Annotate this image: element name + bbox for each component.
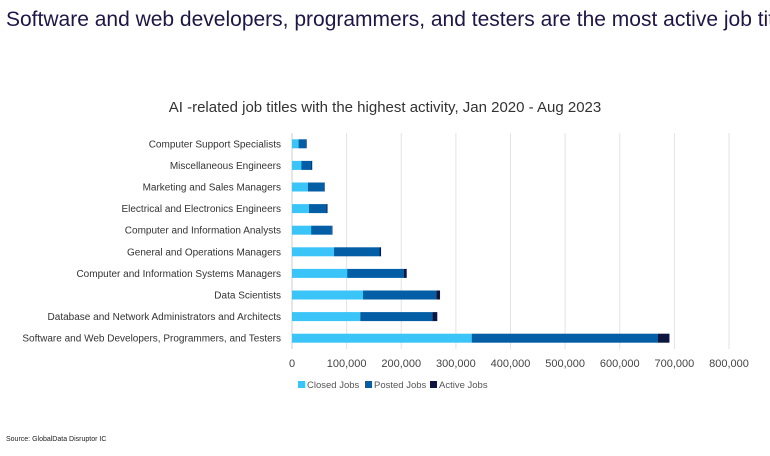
legend-swatch bbox=[430, 381, 437, 388]
bar-closed-jobs bbox=[292, 268, 348, 278]
bar-active-jobs bbox=[657, 333, 670, 343]
x-tick-label: 100,000 bbox=[327, 358, 367, 370]
bar-posted-jobs bbox=[298, 139, 307, 149]
bar-active-jobs bbox=[403, 268, 407, 278]
bar-closed-jobs bbox=[292, 312, 361, 322]
bar-closed-jobs bbox=[292, 160, 302, 170]
x-tick-label: 500,000 bbox=[545, 358, 585, 370]
bar-closed-jobs bbox=[292, 290, 364, 300]
legend-swatch bbox=[365, 381, 372, 388]
bar-active-jobs bbox=[331, 225, 333, 235]
bar-closed-jobs bbox=[292, 225, 312, 235]
x-tick-label: 600,000 bbox=[600, 358, 640, 370]
y-tick-label: Computer and Information Analysts bbox=[125, 226, 281, 237]
bar-posted-jobs bbox=[301, 160, 312, 170]
bar-posted-jobs bbox=[311, 225, 332, 235]
bar-posted-jobs bbox=[307, 182, 325, 192]
bar-closed-jobs bbox=[292, 182, 308, 192]
x-tick-label: 400,000 bbox=[491, 358, 531, 370]
y-tick-label: Software and Web Developers, Programmers… bbox=[22, 334, 281, 345]
legend-label: Posted Jobs bbox=[374, 380, 427, 391]
y-tick-label: Computer Support Specialists bbox=[149, 139, 281, 150]
bar-posted-jobs bbox=[471, 333, 658, 343]
legend-swatch bbox=[298, 381, 305, 388]
bar-active-jobs bbox=[436, 290, 441, 300]
bar-active-jobs bbox=[379, 247, 382, 257]
bar-active-jobs bbox=[306, 139, 307, 149]
bar-active-jobs bbox=[324, 182, 325, 192]
bar-posted-jobs bbox=[363, 290, 437, 300]
bar-active-jobs bbox=[326, 204, 328, 214]
bar-closed-jobs bbox=[292, 333, 472, 343]
chart-title: AI -related job titles with the highest … bbox=[168, 99, 602, 116]
x-tick-label: 700,000 bbox=[654, 358, 694, 370]
y-tick-label: Data Scientists bbox=[214, 291, 281, 302]
x-tick-label: 0 bbox=[289, 358, 295, 370]
bar-posted-jobs bbox=[334, 247, 380, 257]
x-tick-label: 800,000 bbox=[709, 358, 749, 370]
y-tick-label: Electrical and Electronics Engineers bbox=[121, 204, 281, 215]
bar-posted-jobs bbox=[308, 204, 327, 214]
legend-label: Closed Jobs bbox=[307, 380, 360, 391]
x-tick-label: 300,000 bbox=[436, 358, 476, 370]
bar-posted-jobs bbox=[347, 268, 404, 278]
bar-closed-jobs bbox=[292, 247, 335, 257]
x-tick-label: 200,000 bbox=[381, 358, 421, 370]
bar-closed-jobs bbox=[292, 204, 309, 214]
bar-posted-jobs bbox=[360, 312, 433, 322]
legend-label: Active Jobs bbox=[439, 380, 488, 391]
y-tick-label: Database and Network Administrators and … bbox=[48, 312, 281, 323]
y-tick-label: Marketing and Sales Managers bbox=[143, 183, 281, 194]
y-tick-label: Computer and Information Systems Manager… bbox=[76, 269, 281, 280]
bar-closed-jobs bbox=[292, 139, 299, 149]
y-tick-label: General and Operations Managers bbox=[127, 247, 281, 258]
headline: Software and web developers, programmers… bbox=[6, 8, 770, 31]
source-note: Source: GlobalData Disruptor IC bbox=[6, 436, 107, 443]
bar-active-jobs bbox=[311, 160, 313, 170]
bar-active-jobs bbox=[432, 312, 438, 322]
y-tick-label: Miscellaneous Engineers bbox=[170, 161, 281, 172]
